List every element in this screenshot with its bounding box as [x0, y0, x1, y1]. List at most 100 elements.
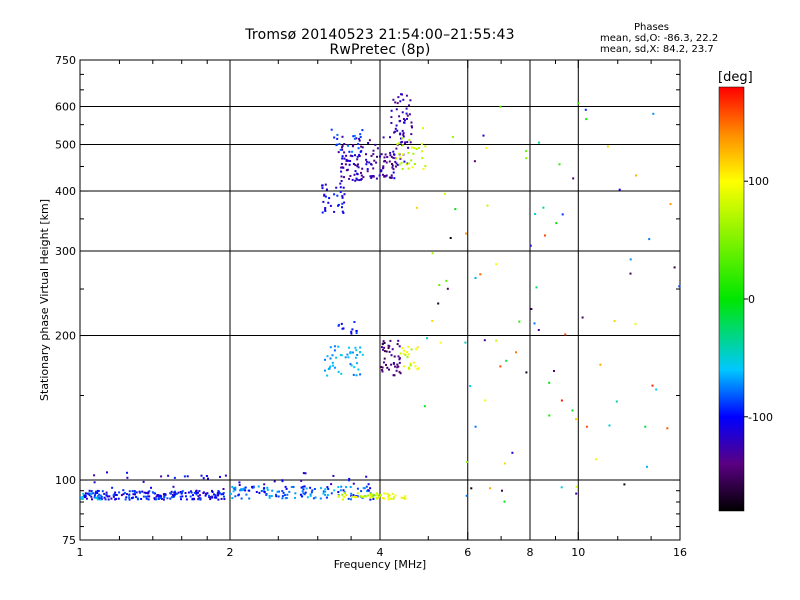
data-point [405, 163, 408, 166]
data-point [350, 330, 353, 333]
data-point [301, 490, 304, 493]
data-point [333, 489, 336, 492]
data-point [301, 495, 304, 498]
data-point [340, 162, 343, 165]
data-point [275, 495, 278, 498]
data-point [173, 476, 176, 479]
data-point [390, 116, 393, 119]
data-point [410, 146, 413, 149]
data-point [89, 493, 92, 496]
data-point [533, 322, 536, 325]
data-point [389, 136, 391, 139]
data-point [359, 346, 362, 349]
data-point [133, 491, 136, 494]
data-point [406, 114, 409, 117]
data-point [361, 129, 364, 132]
data-point [349, 154, 352, 157]
data-point [209, 498, 212, 501]
data-point [584, 108, 587, 111]
data-point [108, 495, 111, 498]
data-point [340, 180, 343, 182]
data-point [365, 158, 368, 161]
data-point [171, 496, 174, 499]
data-point [222, 488, 225, 490]
data-point [341, 146, 343, 149]
data-point [339, 489, 342, 492]
data-point [242, 488, 245, 490]
data-point [215, 496, 218, 499]
data-point [369, 487, 372, 490]
data-point [391, 166, 394, 169]
data-point [410, 348, 413, 351]
data-point [183, 475, 186, 478]
data-point [408, 139, 411, 141]
data-point [380, 153, 383, 156]
data-point [346, 353, 349, 356]
data-point [339, 186, 342, 189]
data-point [422, 127, 424, 130]
data-point [360, 174, 363, 177]
data-point [375, 177, 378, 180]
data-point [172, 494, 175, 497]
data-point [263, 491, 266, 494]
data-point [394, 160, 397, 163]
data-point [248, 489, 251, 492]
data-point [474, 277, 477, 279]
data-point [341, 196, 344, 199]
data-point [99, 498, 102, 501]
data-point [599, 363, 602, 366]
data-point [172, 485, 175, 488]
data-point [244, 486, 247, 489]
data-point [363, 495, 366, 498]
data-point [365, 160, 368, 163]
data-point [495, 339, 498, 342]
data-point [359, 351, 361, 354]
data-point [354, 179, 357, 182]
data-point [302, 485, 305, 488]
y-tick-label: 75 [62, 534, 76, 547]
data-point [220, 493, 223, 496]
data-point [158, 495, 160, 498]
data-point [231, 497, 234, 500]
data-point [202, 477, 205, 480]
data-point [399, 141, 402, 144]
data-point [618, 188, 621, 191]
data-point [167, 474, 170, 477]
data-point [162, 493, 165, 496]
data-point [344, 163, 347, 166]
data-point [219, 475, 221, 478]
data-point [401, 347, 403, 350]
data-point [571, 409, 574, 412]
data-point [389, 154, 392, 157]
data-point [382, 340, 385, 343]
data-point [529, 244, 532, 247]
data-point [411, 126, 413, 129]
data-point [390, 155, 393, 158]
data-point [312, 497, 315, 500]
data-point [355, 495, 358, 498]
data-point [525, 371, 528, 374]
data-point [651, 384, 654, 387]
data-point [103, 492, 106, 495]
data-point [268, 496, 271, 499]
data-point [240, 497, 243, 500]
data-point [345, 494, 348, 497]
data-point [397, 365, 400, 368]
data-point [359, 133, 362, 136]
data-point [302, 488, 305, 491]
data-point [337, 151, 340, 154]
data-point [341, 148, 344, 151]
data-point [367, 489, 370, 492]
data-point [555, 222, 558, 225]
data-point [324, 490, 327, 493]
data-point [398, 115, 401, 118]
data-point [373, 159, 376, 162]
data-point [382, 165, 385, 168]
data-point [348, 163, 351, 166]
data-point [147, 498, 150, 501]
data-point [352, 135, 355, 138]
data-point [396, 102, 399, 105]
data-point [200, 474, 203, 477]
data-point [190, 491, 193, 494]
data-point [179, 495, 182, 498]
